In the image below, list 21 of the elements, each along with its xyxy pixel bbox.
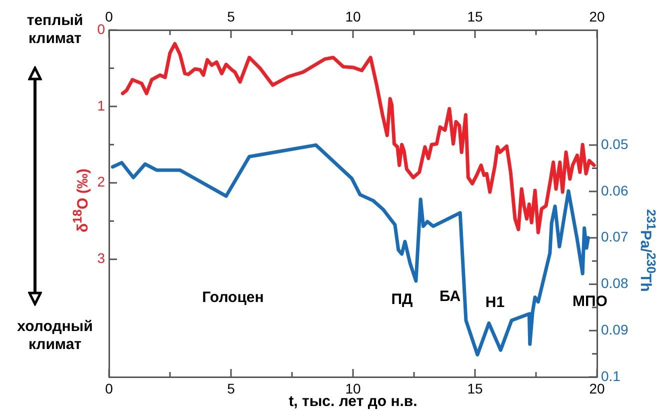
text: холодный климат [16,318,94,354]
y-tick-label: 3 [97,250,106,266]
annotation: ПД [391,291,414,308]
y-tick-label: 1 [97,97,106,114]
y2-tick-label: 0.06 [601,182,628,198]
y2-tick-label: 0.08 [601,275,628,292]
x-tick-label: 15 [467,380,483,396]
x2-tick-label: 20 [589,8,605,24]
y-tick-label: 0 [97,20,106,37]
x2-tick-label: 15 [467,8,483,24]
x2-tick-label: 5 [227,8,236,24]
y2-tick-label: 0.05 [601,136,628,152]
annotation: Голоцен [202,289,264,306]
x-tick-label: 5 [227,380,236,396]
annotation: БА [439,288,461,306]
annotation: Н1 [485,294,505,312]
y2-tick-label: 0.07 [601,228,628,245]
x2-tick-label: 10 [345,8,361,24]
y2-tick-label: 0.09 [601,321,628,338]
text: теплый климат [26,12,84,47]
y-tick-label: 2 [97,174,106,190]
